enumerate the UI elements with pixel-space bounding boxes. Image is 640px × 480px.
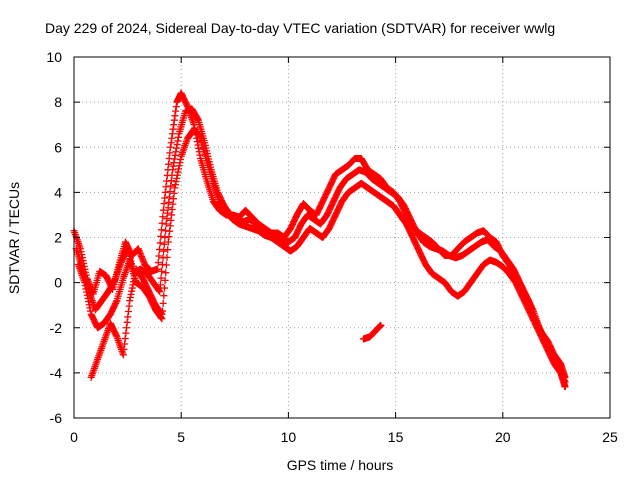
y-tick-label: 8: [54, 94, 62, 110]
data-point-marker: [157, 232, 165, 240]
x-tick-label: 15: [388, 429, 404, 445]
data-point-marker: [157, 274, 165, 282]
x-tick-label: 25: [602, 429, 618, 445]
data-point-marker: [377, 321, 385, 329]
data-point-marker: [156, 245, 164, 253]
grid-lines: [74, 57, 610, 418]
data-point-marker: [156, 288, 164, 296]
data-point-marker: [160, 240, 168, 248]
data-point-marker: [161, 234, 169, 241]
x-tick-label: 10: [281, 429, 297, 445]
data-point-marker: [162, 269, 170, 277]
data-point-marker: [561, 382, 569, 390]
data-point-marker: [156, 281, 164, 289]
data-point-marker: [159, 206, 167, 214]
x-axis-label: GPS time / hours: [287, 457, 394, 473]
y-tick-label: -6: [50, 410, 63, 426]
data-point-marker: [155, 252, 163, 260]
data-point-marker: [154, 259, 162, 267]
y-tick-label: 4: [54, 184, 62, 200]
y-tick-label: 10: [46, 49, 62, 65]
data-point-marker: [154, 265, 162, 273]
data-point-marker: [158, 219, 166, 227]
data-point-marker: [158, 310, 166, 318]
data-point-marker: [159, 299, 167, 307]
x-tick-label: 0: [70, 429, 78, 445]
axis-ticks: 0 5 10 15 20 25 -6 -4 -2 0 2 4 6 8 10: [46, 49, 618, 445]
series-track-4: [87, 265, 385, 381]
y-axis-label: SDTVAR / TECUs: [6, 182, 22, 294]
data-point-marker: [158, 267, 166, 275]
data-point-marker: [164, 246, 172, 254]
data-point-marker: [163, 253, 171, 261]
data-point-marker: [160, 292, 168, 300]
data-point-marker: [162, 261, 170, 269]
y-tick-label: 6: [54, 139, 62, 155]
y-tick-label: 2: [54, 230, 62, 246]
data-point-marker: [160, 284, 168, 292]
data-markers: [70, 89, 569, 390]
data-point-marker: [159, 213, 167, 221]
y-tick-label: -2: [50, 320, 63, 336]
data-point-marker: [161, 276, 169, 284]
chart-title: Day 229 of 2024, Sidereal Day-to-day VTE…: [45, 20, 555, 36]
series-track-3: [74, 125, 569, 390]
y-tick-label: 0: [54, 275, 62, 291]
data-point-marker: [156, 239, 164, 247]
x-tick-label: 5: [177, 429, 185, 445]
data-point-marker: [160, 247, 168, 255]
x-tick-label: 20: [495, 429, 511, 445]
y-tick-label: -4: [50, 365, 63, 381]
data-point-marker: [157, 226, 165, 234]
